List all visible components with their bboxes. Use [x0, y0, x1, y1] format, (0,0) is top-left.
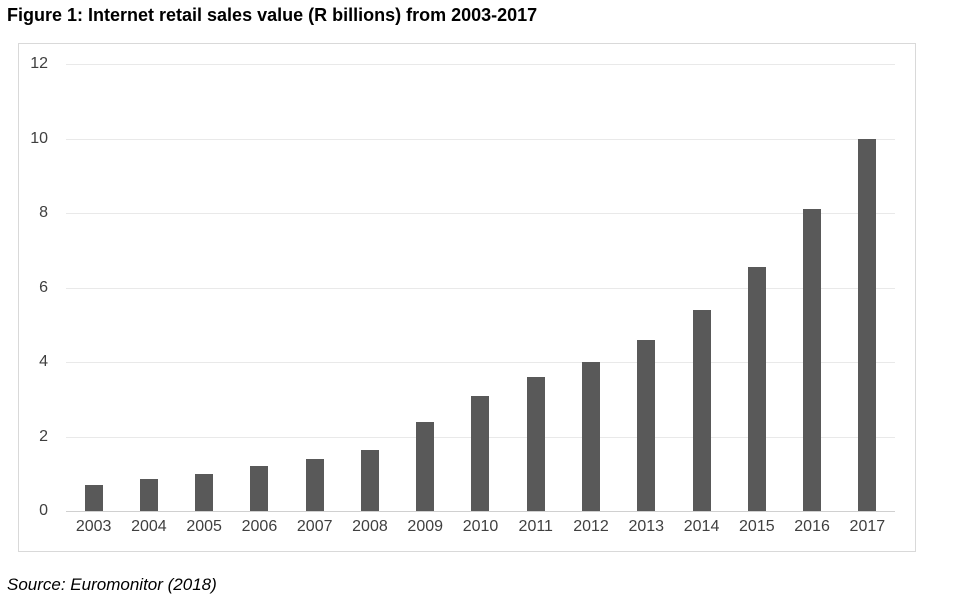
bar-group-2005: 2005: [177, 64, 232, 535]
gridline-y6: [66, 287, 895, 289]
bar-group-2006: 2006: [232, 64, 287, 535]
bar-2012: [582, 362, 601, 511]
x-axis-tick-label-2003: 2003: [75, 518, 112, 535]
bar-2005: [195, 473, 214, 511]
bar-2003: [84, 484, 103, 511]
bar-group-2013: 2013: [619, 64, 674, 535]
bar-group-2009: 2009: [398, 64, 453, 535]
x-axis-tick-label-2011: 2011: [518, 518, 553, 535]
x-axis-tick-label-2017: 2017: [849, 518, 886, 535]
bar-group-2007: 2007: [287, 64, 342, 535]
bar-2014: [692, 309, 711, 511]
bar-2009: [416, 421, 435, 511]
x-axis-tick-label-2007: 2007: [296, 518, 333, 535]
y-axis-tick-label-6: 6: [39, 278, 48, 296]
bar-2006: [250, 466, 269, 511]
y-axis-tick-label-8: 8: [39, 204, 48, 222]
x-axis-tick-label-2012: 2012: [573, 518, 609, 535]
bar-2008: [360, 449, 379, 511]
gridline-y10: [66, 138, 895, 140]
bar-series: 2003 2004 2005 2006 2007 2008 2009 2010 2011 2012…: [66, 64, 895, 535]
bar-group-2010: 2010: [453, 64, 508, 535]
y-axis-tick-label-0: 0: [39, 502, 48, 519]
x-axis-tick-label-2013: 2013: [628, 518, 665, 535]
bar-2010: [471, 395, 490, 511]
bar-2004: [139, 479, 158, 511]
bar-2015: [747, 267, 766, 511]
source-note: Source: Euromonitor (2018): [7, 575, 217, 594]
bar-2016: [803, 209, 822, 511]
figure-title: Figure 1: Internet retail sales value (R…: [7, 5, 538, 25]
bar-group-2004: 2004: [121, 64, 176, 535]
chart-plot-area: 0 2 4 6 8 10 12 2003 2004 2005 2006 2007 2008 2009 201…: [30, 55, 895, 535]
bar-group-2008: 2008: [342, 64, 397, 535]
bar-group-2017: 2017: [840, 64, 895, 535]
bar-2013: [637, 339, 656, 511]
y-axis-tick-label-10: 10: [30, 129, 48, 147]
gridline-y8: [66, 213, 895, 215]
bar-group-2011: 2011: [508, 64, 563, 535]
bar-2007: [305, 458, 324, 511]
y-axis-tick-label-4: 4: [39, 353, 48, 371]
y-axis-tick-label-12: 12: [30, 55, 48, 72]
gridline-y12: [66, 64, 895, 65]
x-axis-tick-label-2015: 2015: [739, 518, 775, 535]
bar-group-2016: 2016: [784, 64, 839, 535]
chart-container: 0 2 4 6 8 10 12 2003 2004 2005 2006 2007 2008 2009 201…: [18, 43, 916, 552]
x-axis-baseline: [66, 511, 895, 512]
bar-2011: [526, 376, 545, 511]
x-axis-tick-label-2004: 2004: [131, 518, 167, 535]
bar-group-2003: 2003: [66, 64, 121, 535]
x-axis-tick-label-2010: 2010: [462, 518, 499, 535]
bar-2017: [858, 138, 877, 511]
bar-group-2014: 2014: [674, 64, 729, 535]
bar-group-2012: 2012: [563, 64, 618, 535]
gridline-y4: [66, 362, 895, 364]
x-axis-tick-label-2016: 2016: [794, 518, 830, 535]
x-axis-tick-label-2008: 2008: [352, 518, 388, 535]
x-axis-tick-label-2009: 2009: [407, 518, 444, 535]
y-axis-tick-label-2: 2: [39, 427, 48, 445]
x-axis-tick-label-2014: 2014: [683, 518, 720, 535]
x-axis-tick-label-2005: 2005: [186, 518, 222, 535]
x-axis-tick-label-2006: 2006: [241, 518, 278, 535]
bar-group-2015: 2015: [729, 64, 784, 535]
